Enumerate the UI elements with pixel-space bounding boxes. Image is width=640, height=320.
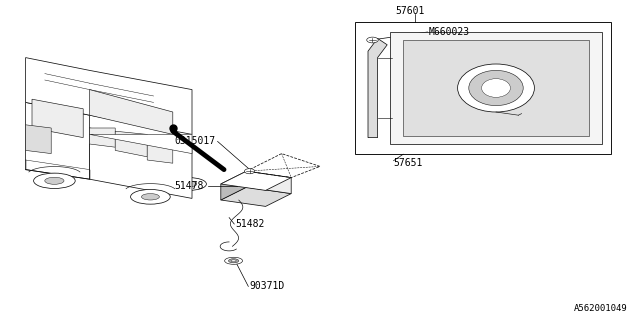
- Polygon shape: [90, 128, 192, 198]
- Ellipse shape: [180, 181, 197, 187]
- Polygon shape: [90, 128, 115, 147]
- Ellipse shape: [482, 79, 511, 97]
- Polygon shape: [32, 99, 83, 138]
- Text: A562001049: A562001049: [573, 304, 627, 313]
- Circle shape: [244, 169, 255, 174]
- Bar: [355, 22, 611, 154]
- Ellipse shape: [172, 178, 206, 190]
- Polygon shape: [90, 90, 173, 134]
- Polygon shape: [90, 134, 192, 154]
- Polygon shape: [26, 125, 51, 154]
- Text: M660023: M660023: [429, 27, 470, 37]
- Polygon shape: [26, 58, 192, 134]
- Polygon shape: [115, 131, 147, 157]
- Text: 51478: 51478: [174, 180, 204, 191]
- Ellipse shape: [45, 177, 64, 184]
- Ellipse shape: [225, 257, 243, 264]
- Ellipse shape: [231, 260, 236, 262]
- Ellipse shape: [131, 189, 170, 204]
- Text: 57651: 57651: [394, 158, 423, 168]
- Text: 51482: 51482: [236, 219, 265, 229]
- Polygon shape: [221, 171, 291, 190]
- Ellipse shape: [34, 173, 76, 188]
- Text: 0315017: 0315017: [174, 136, 215, 147]
- Polygon shape: [368, 38, 387, 138]
- Polygon shape: [221, 171, 246, 200]
- Polygon shape: [403, 40, 589, 136]
- Ellipse shape: [458, 64, 534, 112]
- Ellipse shape: [228, 259, 239, 263]
- Polygon shape: [246, 171, 291, 194]
- Ellipse shape: [141, 194, 159, 200]
- Text: 57601: 57601: [396, 6, 425, 16]
- Circle shape: [367, 37, 378, 43]
- Polygon shape: [221, 187, 291, 206]
- Polygon shape: [147, 138, 173, 163]
- Text: 90371D: 90371D: [250, 281, 285, 292]
- Ellipse shape: [468, 70, 524, 106]
- Polygon shape: [390, 32, 602, 144]
- Polygon shape: [26, 102, 90, 179]
